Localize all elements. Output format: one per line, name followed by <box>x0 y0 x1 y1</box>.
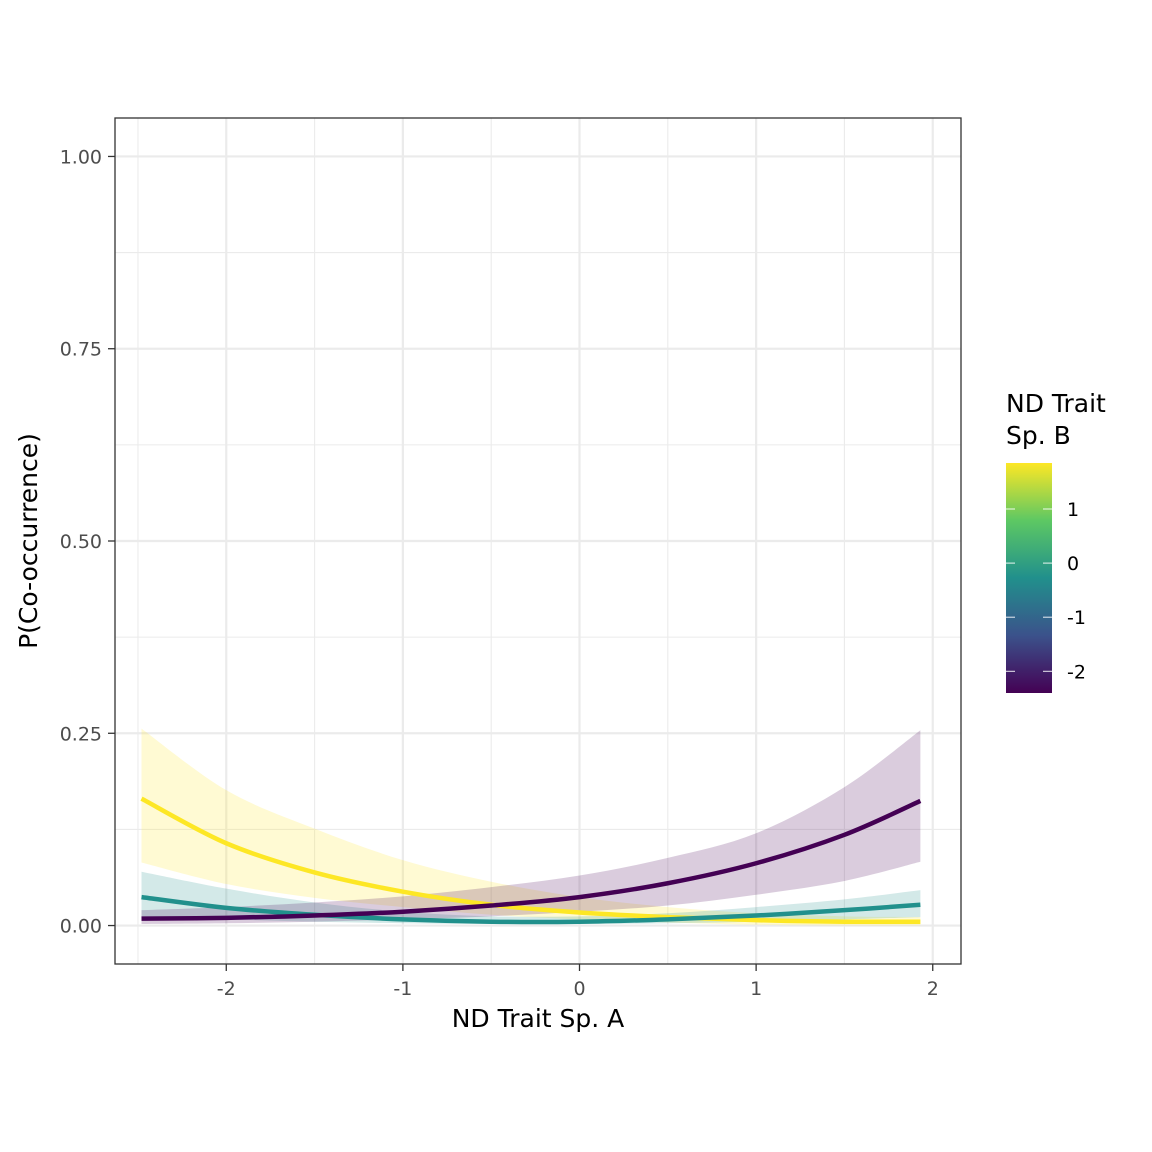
legend-title-line-1: ND Trait <box>1006 389 1106 418</box>
legend-colorbar <box>1006 463 1052 693</box>
series-line-0 <box>140 796 921 925</box>
grid-major <box>115 118 961 964</box>
series-line-1 <box>141 894 921 925</box>
confidence-band-1 <box>141 871 921 925</box>
confidence-band-2 <box>141 730 921 925</box>
y-tick-label: 0.75 <box>60 339 102 361</box>
legend-ticks: -2 -1 0 1 <box>1006 499 1086 683</box>
y-axis: 0.00 0.25 0.50 0.75 1.00 <box>60 146 115 938</box>
y-tick-label: 0.50 <box>60 531 102 553</box>
legend-tick-label: -1 <box>1067 607 1086 629</box>
x-tick-label: -1 <box>393 978 412 1000</box>
x-tick-label: 2 <box>927 978 939 1000</box>
legend-tick-label: -2 <box>1067 661 1086 683</box>
y-axis-title: P(Co-occurrence) <box>14 433 43 649</box>
x-axis-title: ND Trait Sp. A <box>452 1004 625 1033</box>
x-axis: -2 -1 0 1 2 <box>217 964 939 1000</box>
series-line-2 <box>141 798 922 921</box>
legend-title-line-2: Sp. B <box>1006 421 1071 450</box>
x-tick-label: 0 <box>573 978 585 1000</box>
y-tick-label: 0.25 <box>60 723 102 745</box>
legend-tick-label: 1 <box>1067 499 1079 521</box>
y-tick-label: 0.00 <box>60 916 102 938</box>
y-tick-label: 1.00 <box>60 146 102 168</box>
x-tick-label: -2 <box>217 978 236 1000</box>
x-tick-label: 1 <box>750 978 762 1000</box>
legend: ND Trait Sp. B -2 -1 0 1 <box>1006 389 1106 693</box>
legend-tick-label: 0 <box>1067 553 1079 575</box>
series-lines <box>140 796 922 925</box>
